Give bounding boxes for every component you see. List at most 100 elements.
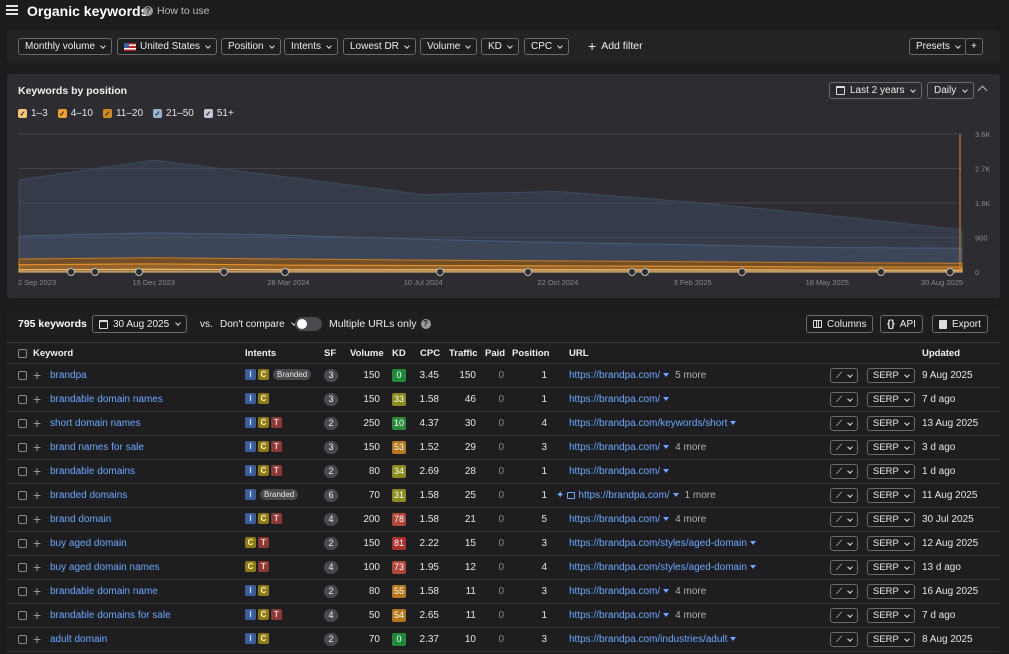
add-keyword-icon[interactable]: +: [33, 439, 42, 455]
col-volume[interactable]: Volume: [350, 348, 384, 359]
url-link[interactable]: https://brandpa.com/keywords/short: [569, 418, 728, 429]
url-caret-icon[interactable]: [663, 589, 670, 594]
row-checkbox[interactable]: [18, 611, 27, 620]
url-link[interactable]: https://brandpa.com/styles/aged-domain: [569, 562, 747, 573]
keyword-link[interactable]: buy aged domain: [50, 538, 127, 549]
url-link[interactable]: https://brandpa.com/: [569, 586, 661, 597]
keyword-link[interactable]: brandable domains for sale: [50, 610, 171, 621]
annotation-marker[interactable]: [91, 268, 99, 276]
serp-button[interactable]: SERP: [867, 536, 915, 551]
serp-button[interactable]: SERP: [867, 440, 915, 455]
url-link[interactable]: https://brandpa.com/: [569, 442, 661, 453]
more-urls-link[interactable]: 5 more: [675, 370, 707, 381]
url-link[interactable]: https://brandpa.com/: [569, 466, 661, 477]
annotation-marker[interactable]: [738, 268, 746, 276]
trend-button[interactable]: ⟋: [830, 464, 859, 479]
add-keyword-icon[interactable]: +: [33, 607, 42, 623]
more-urls-link[interactable]: 4 more: [675, 514, 707, 525]
menu-icon[interactable]: [6, 5, 18, 17]
url-caret-icon[interactable]: [663, 613, 670, 618]
serp-button[interactable]: SERP: [867, 368, 915, 383]
url-caret-icon[interactable]: [663, 469, 670, 474]
legend-checkbox-icon[interactable]: ✓: [203, 109, 213, 118]
serp-button[interactable]: SERP: [867, 560, 915, 575]
col-kd[interactable]: KD: [392, 348, 406, 359]
serp-button[interactable]: SERP: [867, 392, 915, 407]
trend-button[interactable]: ⟋: [830, 368, 859, 383]
trend-button[interactable]: ⟋: [830, 512, 859, 527]
serp-button[interactable]: SERP: [867, 464, 915, 479]
monthly-volume-dropdown[interactable]: Monthly volume: [18, 38, 113, 55]
add-keyword-icon[interactable]: +: [33, 559, 42, 575]
url-caret-icon[interactable]: [663, 397, 670, 402]
col-cpc[interactable]: CPC: [420, 348, 441, 359]
sf-count[interactable]: 4: [324, 609, 338, 622]
url-link[interactable]: https://brandpa.com/industries/adult: [569, 634, 728, 645]
serp-button[interactable]: SERP: [867, 512, 915, 527]
add-keyword-icon[interactable]: +: [33, 391, 42, 407]
row-checkbox[interactable]: [18, 539, 27, 548]
sf-count[interactable]: 4: [324, 561, 338, 574]
serp-button[interactable]: SERP: [867, 416, 915, 431]
url-caret-icon[interactable]: [663, 373, 670, 378]
add-keyword-icon[interactable]: +: [33, 463, 42, 479]
row-checkbox[interactable]: [18, 563, 27, 572]
add-keyword-icon[interactable]: +: [33, 367, 42, 383]
keyword-link[interactable]: brand names for sale: [50, 442, 144, 453]
more-urls-link[interactable]: 4 more: [675, 442, 707, 453]
keyword-link[interactable]: adult domain: [50, 634, 108, 645]
intents-filter[interactable]: Intents: [284, 38, 339, 55]
url-caret-icon[interactable]: [663, 445, 670, 450]
date-range-dropdown[interactable]: Last 2 years: [829, 82, 923, 99]
row-checkbox[interactable]: [18, 419, 27, 428]
sf-count[interactable]: 2: [324, 417, 338, 430]
annotation-marker[interactable]: [436, 268, 444, 276]
url-caret-icon[interactable]: [730, 637, 737, 642]
annotation-marker[interactable]: [641, 268, 649, 276]
col-traffic[interactable]: Traffic: [449, 348, 478, 359]
row-checkbox[interactable]: [18, 467, 27, 476]
legend-checkbox-icon[interactable]: ✓: [18, 109, 27, 118]
url-link[interactable]: https://brandpa.com/: [569, 394, 661, 405]
trend-button[interactable]: ⟋: [830, 488, 859, 503]
keyword-link[interactable]: short domain names: [50, 418, 141, 429]
kd-filter[interactable]: KD: [481, 38, 519, 55]
url-link[interactable]: https://brandpa.com/: [569, 370, 661, 381]
annotation-marker[interactable]: [628, 268, 636, 276]
sf-count[interactable]: 3: [324, 369, 338, 382]
legend-checkbox-icon[interactable]: ✓: [153, 109, 163, 118]
add-keyword-icon[interactable]: +: [33, 631, 42, 647]
date-picker[interactable]: 30 Aug 2025: [92, 315, 188, 333]
trend-button[interactable]: ⟋: [830, 416, 859, 431]
interval-dropdown[interactable]: Daily: [927, 82, 975, 99]
add-keyword-icon[interactable]: +: [33, 511, 42, 527]
sf-count[interactable]: 2: [324, 465, 338, 478]
add-keyword-icon[interactable]: +: [33, 415, 42, 431]
col-keyword[interactable]: Keyword: [33, 348, 74, 359]
compare-dropdown[interactable]: Don't compare: [214, 315, 302, 333]
annotation-marker[interactable]: [946, 268, 954, 276]
presets-dropdown[interactable]: Presets: [909, 38, 967, 55]
add-keyword-icon[interactable]: +: [33, 487, 42, 503]
col-sf[interactable]: SF: [324, 348, 337, 359]
trend-button[interactable]: ⟋: [830, 584, 859, 599]
add-keyword-icon[interactable]: +: [33, 583, 42, 599]
row-checkbox[interactable]: [18, 443, 27, 452]
sf-count[interactable]: 3: [324, 393, 338, 406]
keyword-link[interactable]: brandable domain name: [50, 586, 158, 597]
sf-count[interactable]: 3: [324, 441, 338, 454]
keyword-link[interactable]: brandable domain names: [50, 394, 163, 405]
position-filter[interactable]: Position: [221, 38, 281, 55]
col-intents[interactable]: Intents: [245, 348, 277, 359]
how-to-use-link[interactable]: ? How to use: [143, 5, 210, 17]
trend-button[interactable]: ⟋: [830, 632, 859, 647]
legend-item[interactable]: ✓ 1–3: [18, 108, 48, 119]
serp-button[interactable]: SERP: [867, 584, 915, 599]
lowest-dr-filter[interactable]: Lowest DR: [343, 38, 416, 55]
more-urls-link[interactable]: 4 more: [675, 586, 707, 597]
col-paid[interactable]: Paid: [485, 348, 506, 359]
sf-count[interactable]: 2: [324, 633, 338, 646]
add-filter-button[interactable]: + Add filter: [588, 39, 643, 53]
col-url[interactable]: URL: [569, 348, 589, 359]
row-checkbox[interactable]: [18, 371, 27, 380]
